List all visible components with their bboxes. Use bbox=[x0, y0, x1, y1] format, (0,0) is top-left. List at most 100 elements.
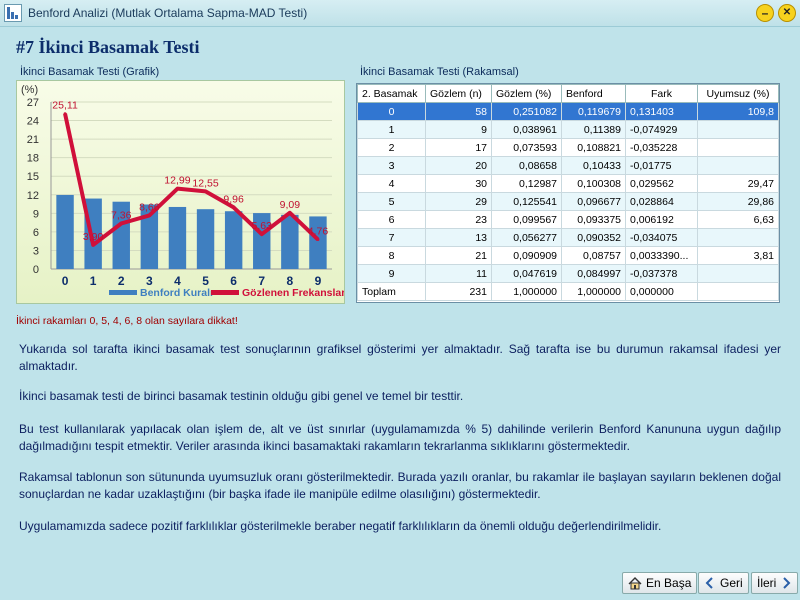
x-tick-label: 3 bbox=[146, 274, 153, 288]
observed-data-label: 3,90 bbox=[83, 231, 104, 243]
cell-mismatch: 3,81 bbox=[697, 246, 779, 265]
y-tick-label: 6 bbox=[33, 227, 39, 239]
table-row[interactable]: 2 17 0,073593 0,108821 -0,035228 bbox=[357, 138, 779, 157]
x-tick-label: 0 bbox=[62, 274, 69, 288]
cell-count: 13 bbox=[425, 228, 492, 247]
table-panel: 2. Basamak Gözlem (n) Gözlem (%) Benford… bbox=[356, 83, 780, 303]
x-tick-label: 6 bbox=[230, 274, 237, 288]
x-tick-label: 9 bbox=[315, 274, 322, 288]
cell-digit: 6 bbox=[357, 210, 426, 229]
benford-bar bbox=[140, 204, 159, 269]
x-tick-label: 8 bbox=[287, 274, 294, 288]
cell-benford: 0,11389 bbox=[561, 120, 626, 139]
cell-diff: 0,0033390... bbox=[625, 246, 698, 265]
cell-digit: 3 bbox=[357, 156, 426, 175]
cell-percent: 0,125541 bbox=[491, 192, 562, 211]
cell-percent: 0,047619 bbox=[491, 264, 562, 283]
observed-point bbox=[147, 213, 151, 217]
window-title: Benford Analizi (Mutlak Ortalama Sapma-M… bbox=[28, 6, 308, 20]
cell-benford: 0,08757 bbox=[561, 246, 626, 265]
paragraph-3: Bu test kullanılarak yapılacak olan işle… bbox=[19, 422, 781, 453]
benford-bar bbox=[112, 201, 130, 269]
observed-data-label: 4,76 bbox=[308, 226, 329, 238]
paragraph-5: Uygulamamızda sadece pozitif farklılıkla… bbox=[19, 519, 662, 533]
table-row[interactable]: 4 30 0,12987 0,100308 0,029562 29,47 bbox=[357, 174, 779, 193]
cell-diff: 0,029562 bbox=[625, 174, 698, 193]
cell-percent: 0,099567 bbox=[491, 210, 562, 229]
back-button-label: Geri bbox=[720, 576, 743, 590]
y-tick-label: 12 bbox=[27, 190, 39, 202]
cell-benford: 0,090352 bbox=[561, 228, 626, 247]
observed-point bbox=[175, 187, 179, 191]
cell-benford: 1,000000 bbox=[561, 282, 626, 301]
close-button[interactable]: ✕ bbox=[778, 4, 796, 22]
benford-bar bbox=[309, 216, 327, 269]
legend-label-observed: Gözlenen Frekanslar bbox=[242, 287, 344, 299]
cell-mismatch bbox=[697, 138, 779, 157]
table-row[interactable]: 6 23 0,099567 0,093375 0,006192 6,63 bbox=[357, 210, 779, 229]
observed-data-label: 25,11 bbox=[52, 100, 78, 112]
y-axis-label: (%) bbox=[21, 84, 38, 96]
col-header-benford[interactable]: Benford bbox=[561, 84, 626, 103]
cell-percent: 0,073593 bbox=[491, 138, 562, 157]
cell-benford: 0,096677 bbox=[561, 192, 626, 211]
observed-frequency-line bbox=[63, 113, 320, 247]
cell-mismatch bbox=[697, 228, 779, 247]
cell-count: 231 bbox=[425, 282, 492, 301]
x-tick-label: 5 bbox=[202, 274, 209, 288]
home-button[interactable]: En Başa bbox=[622, 572, 698, 594]
x-tick-label: 4 bbox=[174, 274, 181, 288]
table-header-row: 2. Basamak Gözlem (n) Gözlem (%) Benford… bbox=[357, 84, 779, 103]
cell-mismatch: 29,47 bbox=[697, 174, 779, 193]
table-row[interactable]: 5 29 0,125541 0,096677 0,028864 29,86 bbox=[357, 192, 779, 211]
observed-point bbox=[316, 238, 320, 242]
col-header-percent[interactable]: Gözlem (%) bbox=[491, 84, 562, 103]
back-button[interactable]: Geri bbox=[698, 572, 749, 594]
benford-bar bbox=[168, 206, 187, 269]
observed-point bbox=[288, 211, 292, 215]
table-row[interactable]: 3 20 0,08658 0,10433 -0,01775 bbox=[357, 156, 779, 175]
table-row[interactable]: 9 11 0,047619 0,084997 -0,037378 bbox=[357, 264, 779, 283]
cell-percent: 0,056277 bbox=[491, 228, 562, 247]
cell-diff: 0,131403 bbox=[625, 102, 698, 121]
legend-label-benford: Benford Kuralı bbox=[140, 287, 213, 299]
cell-count: 9 bbox=[425, 120, 492, 139]
col-header-count[interactable]: Gözlem (n) bbox=[425, 84, 492, 103]
cell-digit: Toplam bbox=[357, 282, 426, 301]
benford-bar bbox=[253, 213, 271, 269]
cell-diff: -0,01775 bbox=[625, 156, 698, 175]
chart-app-icon bbox=[4, 4, 22, 22]
cell-count: 17 bbox=[425, 138, 492, 157]
observed-point bbox=[63, 112, 67, 116]
cell-diff: 0,028864 bbox=[625, 192, 698, 211]
table-row[interactable]: 0 58 0,251082 0,119679 0,131403 109,8 bbox=[357, 102, 779, 121]
paragraph-4: Rakamsal tablonun son sütununda uyumsuzl… bbox=[19, 470, 781, 501]
table-row[interactable]: 8 21 0,090909 0,08757 0,0033390... 3,81 bbox=[357, 246, 779, 265]
table-row[interactable]: 7 13 0,056277 0,090352 -0,034075 bbox=[357, 228, 779, 247]
col-header-mismatch[interactable]: Uyumsuz (%) bbox=[697, 84, 779, 103]
col-header-diff[interactable]: Fark bbox=[625, 84, 698, 103]
observed-point bbox=[204, 189, 208, 193]
cell-count: 30 bbox=[425, 174, 492, 193]
results-table: 2. Basamak Gözlem (n) Gözlem (%) Benford… bbox=[357, 84, 779, 301]
minimize-button[interactable]: – bbox=[756, 4, 774, 22]
cell-digit: 9 bbox=[357, 264, 426, 283]
benford-bar bbox=[224, 211, 243, 269]
next-button-label: İleri bbox=[757, 576, 777, 590]
table-row[interactable]: Toplam 231 1,000000 1,000000 0,000000 bbox=[357, 282, 779, 301]
benford-bar bbox=[281, 214, 299, 269]
cell-mismatch bbox=[697, 264, 779, 283]
y-tick-label: 15 bbox=[27, 171, 39, 183]
cell-diff: -0,035228 bbox=[625, 138, 698, 157]
next-button[interactable]: İleri bbox=[751, 572, 799, 594]
observed-data-label: 7,36 bbox=[111, 209, 132, 221]
y-tick-label: 18 bbox=[27, 153, 39, 165]
cell-mismatch: 29,86 bbox=[697, 192, 779, 211]
cell-benford: 0,10433 bbox=[561, 156, 626, 175]
cell-benford: 0,108821 bbox=[561, 138, 626, 157]
cell-benford: 0,100308 bbox=[561, 174, 626, 193]
observed-data-label: 9,09 bbox=[280, 199, 301, 211]
table-row[interactable]: 1 9 0,038961 0,11389 -0,074929 bbox=[357, 120, 779, 139]
observed-point bbox=[232, 205, 236, 209]
col-header-digit[interactable]: 2. Basamak bbox=[357, 84, 426, 103]
